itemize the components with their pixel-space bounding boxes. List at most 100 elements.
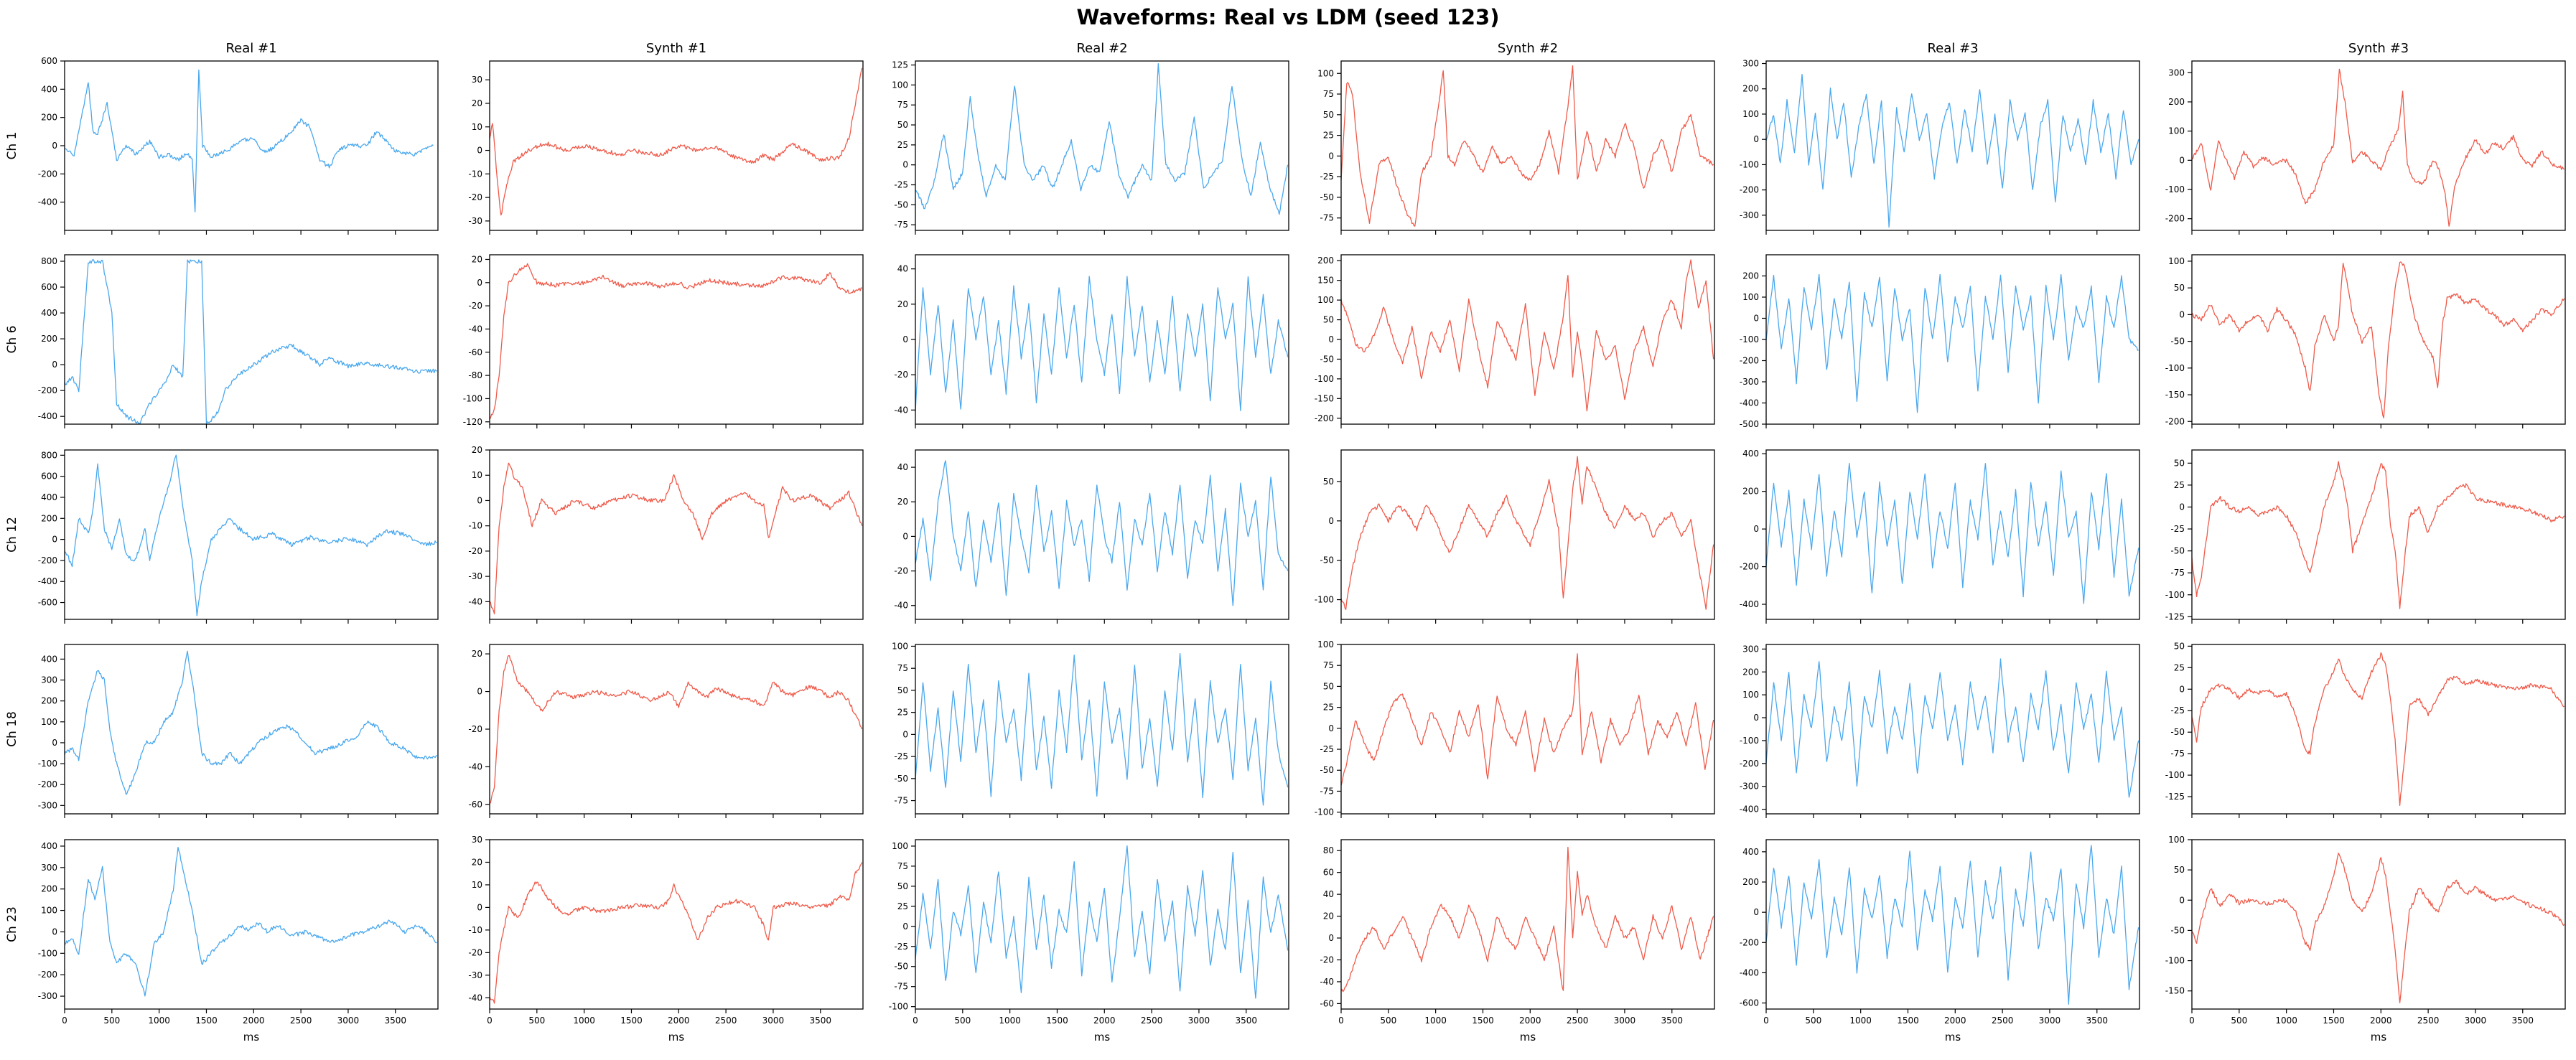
x-tick-label: 1500 bbox=[1046, 1016, 1068, 1026]
panel-frame bbox=[489, 60, 864, 231]
panel-frame bbox=[2191, 839, 2566, 1010]
x-tick-label: 3500 bbox=[384, 1016, 406, 1026]
panel-frame bbox=[915, 644, 1289, 815]
y-tick-label: -50 bbox=[2170, 337, 2185, 347]
y-tick-label: -20 bbox=[468, 301, 482, 311]
y-tick-label: 100 bbox=[2168, 126, 2185, 136]
y-tick-label: -40 bbox=[468, 761, 482, 771]
column-title: Synth #1 bbox=[646, 41, 706, 56]
panel-4-3: -75 -50 -25 0 25 50 75 100 bbox=[892, 641, 1289, 818]
x-tick-label: 2500 bbox=[290, 1016, 312, 1026]
x-tick-label: 0 bbox=[2189, 1016, 2195, 1026]
y-tick-label: -30 bbox=[468, 970, 482, 980]
y-tick-label: -400 bbox=[1740, 967, 1759, 977]
x-tick-label: 2000 bbox=[1944, 1016, 1966, 1026]
y-tick-label: 200 bbox=[1742, 877, 1759, 887]
y-tick-label: -300 bbox=[1740, 782, 1759, 792]
synth-waveform-line bbox=[490, 263, 863, 420]
y-tick-label: -500 bbox=[1740, 419, 1759, 429]
y-tick-label: 0 bbox=[1328, 723, 1334, 733]
y-tick-label: 75 bbox=[1323, 89, 1334, 99]
x-tick-label: 1500 bbox=[1472, 1016, 1494, 1026]
panel-frame bbox=[489, 449, 864, 620]
x-tick-label: 1000 bbox=[2275, 1016, 2297, 1026]
y-tick-label: 20 bbox=[472, 649, 482, 659]
x-tick-label: 1000 bbox=[1849, 1016, 1872, 1026]
y-tick-label: -150 bbox=[1315, 393, 1334, 403]
y-tick-label: -75 bbox=[894, 982, 908, 992]
y-tick-label: 50 bbox=[2174, 865, 2185, 875]
synth-waveform-line bbox=[1341, 456, 1714, 610]
x-tick-label: 1500 bbox=[2323, 1016, 2345, 1026]
y-tick-label: 100 bbox=[2168, 835, 2185, 845]
y-tick-label: 800 bbox=[41, 256, 57, 266]
y-tick-label: -40 bbox=[894, 601, 908, 611]
y-tick-label: 400 bbox=[41, 654, 57, 664]
y-tick-label: -100 bbox=[2165, 956, 2185, 966]
y-tick-label: 0 bbox=[1753, 713, 1759, 723]
y-tick-label: 0 bbox=[477, 687, 482, 697]
x-tick-label: 1000 bbox=[148, 1016, 170, 1026]
real-waveform-line bbox=[65, 69, 434, 212]
y-tick-label: 400 bbox=[41, 492, 57, 502]
y-tick-label: 0 bbox=[1328, 334, 1334, 344]
x-axis-label: ms bbox=[1094, 1031, 1111, 1043]
y-tick-label: -200 bbox=[1740, 356, 1759, 366]
y-tick-label: 100 bbox=[892, 641, 908, 651]
y-tick-label: 200 bbox=[2168, 97, 2185, 107]
panel-frame bbox=[489, 839, 864, 1010]
y-tick-label: 0 bbox=[1753, 314, 1759, 324]
x-tick-label: 3500 bbox=[2511, 1016, 2534, 1026]
y-tick-label: -200 bbox=[38, 970, 57, 980]
x-tick-label: 2500 bbox=[1992, 1016, 2014, 1026]
x-tick-label: 0 bbox=[487, 1016, 493, 1026]
y-tick-label: -75 bbox=[2170, 568, 2185, 578]
x-axis-label: ms bbox=[243, 1031, 260, 1043]
real-waveform-line bbox=[915, 845, 1289, 999]
real-waveform-line bbox=[1766, 462, 2139, 604]
panel-frame bbox=[2191, 449, 2566, 620]
row-label: Ch 6 bbox=[5, 326, 19, 354]
panel-1-2: Synth #1 -30 -20 -10 0 10 20 30 bbox=[468, 41, 864, 235]
y-tick-label: -30 bbox=[468, 216, 482, 226]
y-tick-label: 50 bbox=[897, 685, 908, 695]
x-tick-label: 1500 bbox=[1897, 1016, 1919, 1026]
real-waveform-line bbox=[1766, 658, 2139, 798]
column-title: Real #3 bbox=[1927, 41, 1978, 56]
y-tick-label: 25 bbox=[2174, 480, 2185, 490]
y-tick-label: -40 bbox=[1320, 977, 1334, 987]
real-waveform-line bbox=[65, 847, 437, 997]
y-tick-label: -25 bbox=[1320, 172, 1334, 182]
y-tick-label: -100 bbox=[1315, 807, 1334, 817]
x-tick-label: 500 bbox=[103, 1016, 120, 1026]
y-tick-label: -200 bbox=[2165, 416, 2185, 426]
y-tick-label: -75 bbox=[894, 220, 908, 230]
panel-1-1: Real #1 Ch 1 -400 -200 0 200 400 600 bbox=[5, 41, 439, 235]
y-tick-label: -25 bbox=[2170, 705, 2185, 716]
y-tick-label: -100 bbox=[2165, 590, 2185, 600]
y-tick-label: 25 bbox=[897, 708, 908, 718]
y-tick-label: 50 bbox=[897, 881, 908, 891]
y-tick-label: -200 bbox=[1740, 185, 1759, 195]
y-tick-label: -200 bbox=[38, 169, 57, 179]
synth-waveform-line bbox=[490, 862, 863, 1004]
y-tick-label: 400 bbox=[41, 84, 57, 94]
panel-frame bbox=[1765, 644, 2140, 815]
y-tick-label: 20 bbox=[472, 445, 482, 455]
x-tick-label: 2000 bbox=[1519, 1016, 1541, 1026]
row-label: Ch 1 bbox=[5, 132, 19, 160]
y-tick-label: -50 bbox=[2170, 727, 2185, 737]
y-tick-label: 0 bbox=[902, 921, 908, 932]
y-tick-label: 0 bbox=[2179, 895, 2185, 905]
y-tick-label: 400 bbox=[1742, 847, 1759, 857]
figure-title: Waveforms: Real vs LDM (seed 123) bbox=[1077, 5, 1500, 29]
y-tick-label: -200 bbox=[2165, 214, 2185, 224]
y-tick-label: 25 bbox=[897, 140, 908, 150]
y-tick-label: 50 bbox=[1323, 110, 1334, 120]
y-tick-label: -20 bbox=[894, 370, 908, 380]
x-tick-label: 0 bbox=[913, 1016, 918, 1026]
y-tick-label: 600 bbox=[41, 56, 57, 66]
y-tick-label: 125 bbox=[892, 60, 908, 70]
y-tick-label: -25 bbox=[1320, 744, 1334, 754]
